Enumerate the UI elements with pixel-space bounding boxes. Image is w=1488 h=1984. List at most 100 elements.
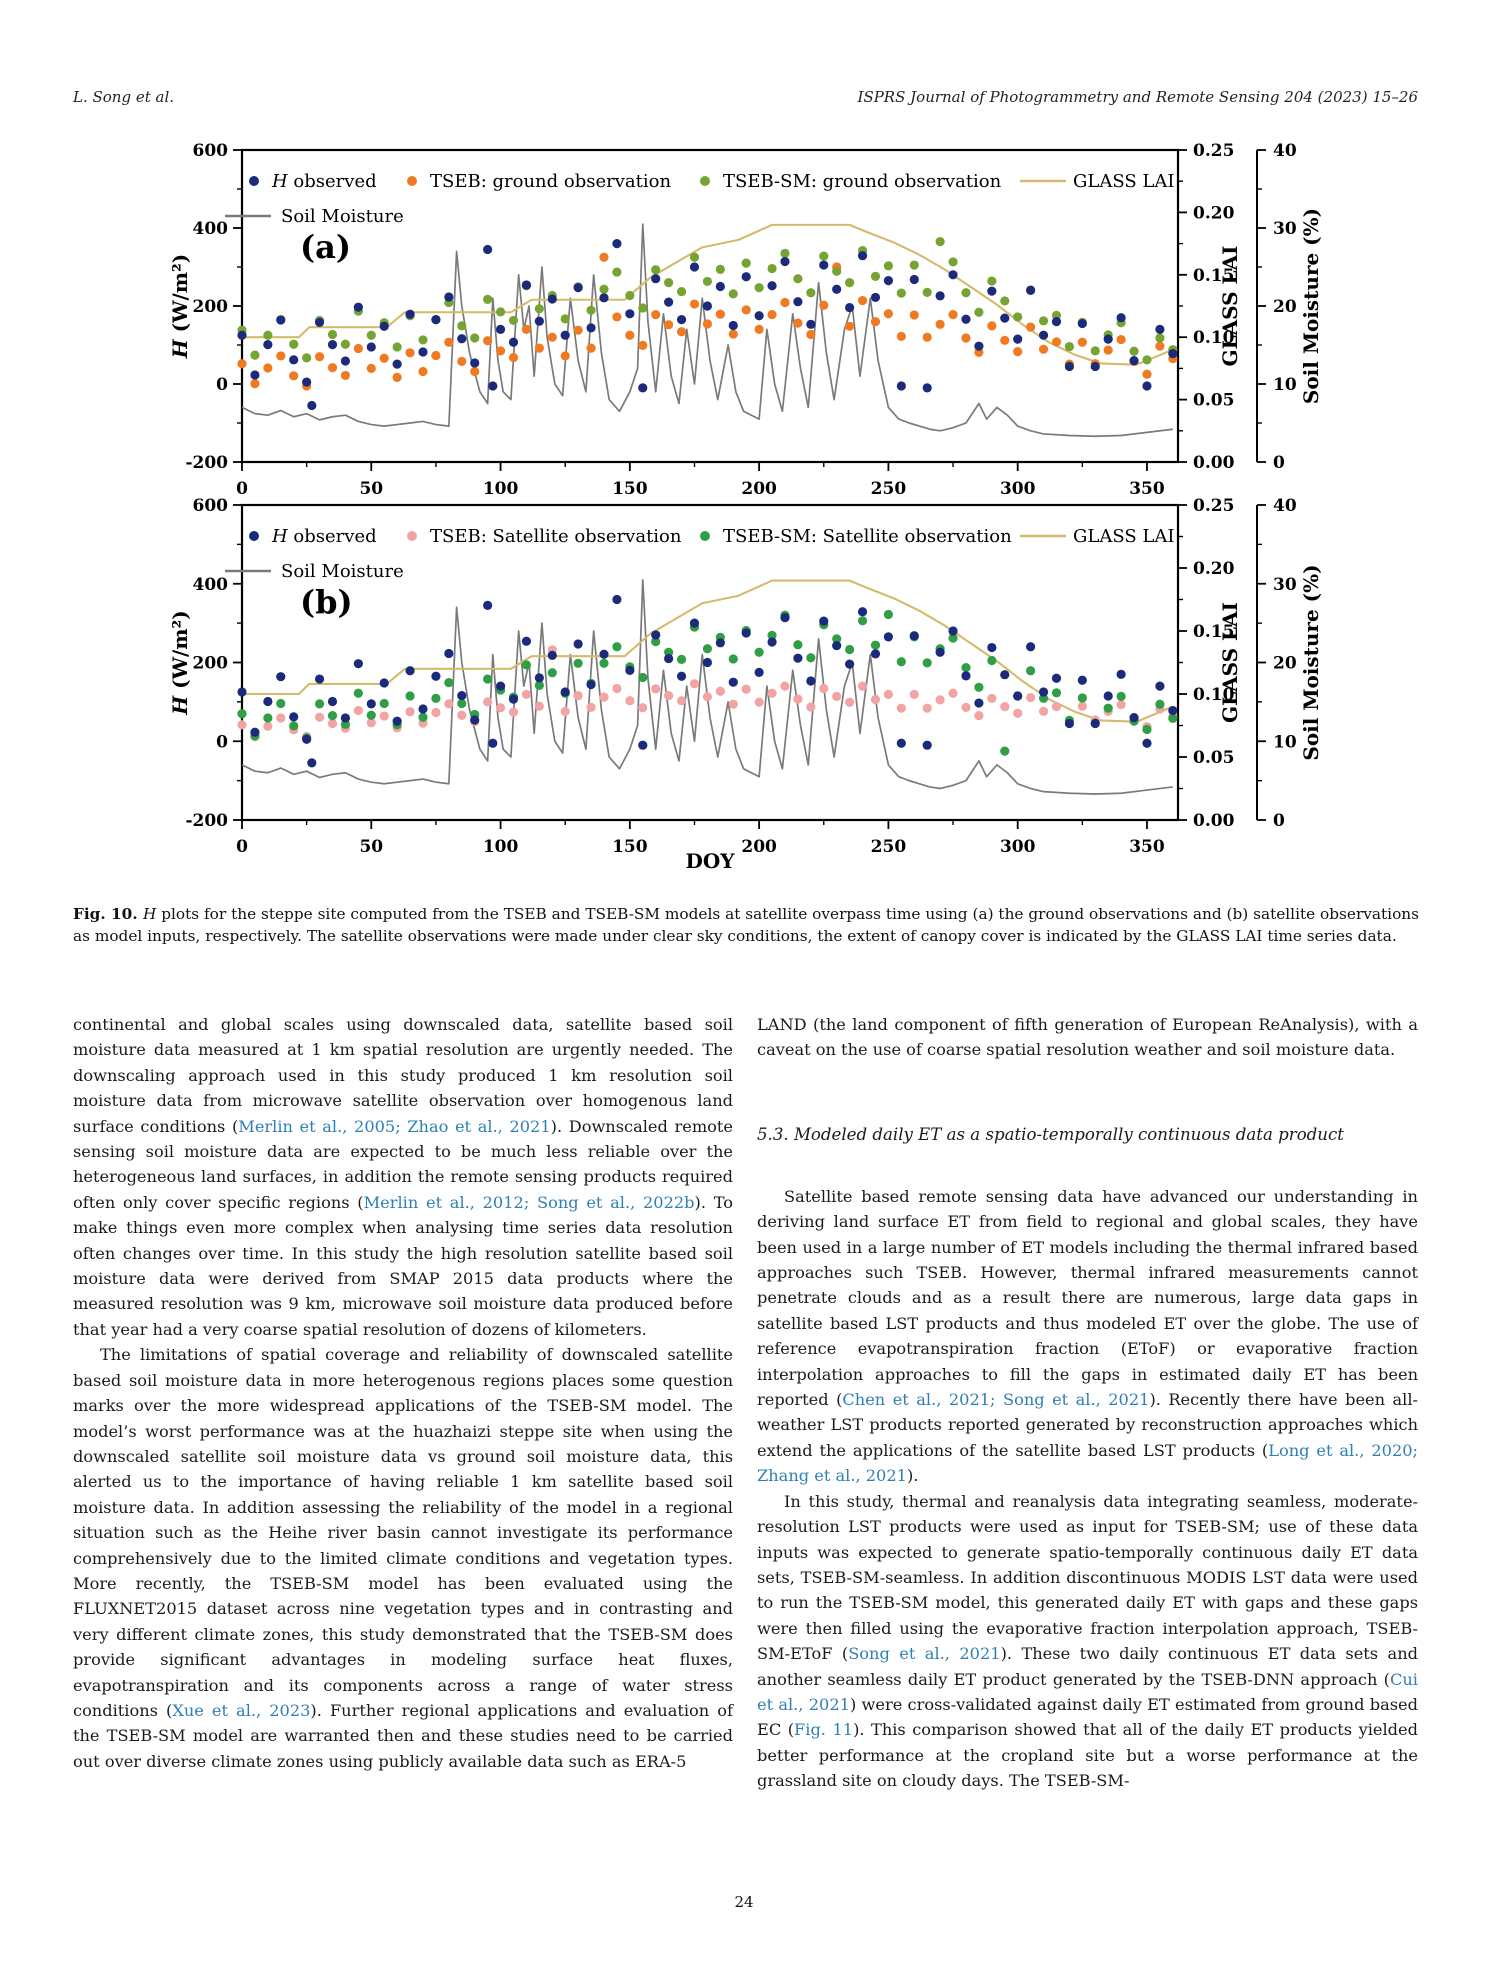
svg-text:150: 150 — [612, 479, 648, 499]
svg-text:0.15: 0.15 — [1193, 622, 1234, 642]
citation-link[interactable]: Merlin et al., 2012; Song et al., 2022b — [363, 1192, 695, 1212]
svg-text:GLASS LAI: GLASS LAI — [1073, 526, 1174, 547]
svg-text:20: 20 — [1273, 654, 1297, 674]
svg-text:20: 20 — [1273, 297, 1297, 317]
svg-text:300: 300 — [1000, 837, 1036, 857]
svg-text:-200: -200 — [185, 453, 228, 473]
svg-text:0.20: 0.20 — [1193, 203, 1235, 223]
svg-text:40: 40 — [1273, 141, 1297, 161]
svg-text:0: 0 — [236, 479, 248, 499]
text-run: ). Recently there have been all-weather … — [757, 1390, 1418, 1460]
svg-text:0.25: 0.25 — [1193, 141, 1234, 161]
panel-tag: (a) — [300, 228, 351, 266]
citation-link[interactable]: Merlin et al., 2005; Zhao et al., 2021 — [238, 1116, 551, 1136]
body-paragraph: Satellite based remote sensing data have… — [757, 1184, 1418, 1489]
text-run: ). — [906, 1466, 919, 1486]
svg-text:400: 400 — [193, 219, 229, 239]
svg-text:TSEB-SM: Satellite observation: TSEB-SM: Satellite observation — [723, 526, 1012, 547]
svg-text:200: 200 — [741, 479, 777, 499]
svg-text:TSEB: Satellite observation: TSEB: Satellite observation — [430, 526, 682, 547]
header-journal-title: ISPRS Journal of Photogrammetry and Remo… — [857, 88, 1418, 106]
body-column-left: continental and global scales using down… — [73, 1012, 733, 1774]
svg-text:50: 50 — [359, 479, 383, 499]
svg-text:0.25: 0.25 — [1193, 496, 1234, 516]
x-axis-title: DOY — [685, 849, 735, 873]
svg-text:100: 100 — [483, 837, 519, 857]
figure-caption: Fig. 10. H plots for the steppe site com… — [73, 903, 1419, 947]
text-run: In this study, thermal and reanalysis da… — [757, 1491, 1418, 1664]
svg-text:150: 150 — [612, 837, 648, 857]
svg-text:50: 50 — [359, 837, 383, 857]
body-paragraph: The limitations of spatial coverage and … — [73, 1342, 733, 1774]
text-run: Satellite based remote sensing data have… — [757, 1186, 1418, 1410]
svg-text:0: 0 — [1273, 811, 1285, 831]
text-run: plots for the steppe site computed from … — [73, 905, 1419, 945]
svg-text:250: 250 — [871, 837, 907, 857]
svg-text:0: 0 — [1273, 453, 1285, 473]
svg-text:0: 0 — [236, 837, 248, 857]
citation-link[interactable]: Song et al., 2021 — [848, 1644, 1001, 1664]
svg-text:40: 40 — [1273, 496, 1297, 516]
text-run: Fig. 10. — [73, 905, 143, 923]
body-paragraph: continental and global scales using down… — [73, 1012, 733, 1342]
svg-text:0.10: 0.10 — [1193, 685, 1235, 705]
panel-tag: (b) — [300, 583, 353, 621]
text-run: ). These two daily continuous ET data se… — [757, 1644, 1418, 1689]
text-run: H — [143, 905, 157, 923]
svg-text:30: 30 — [1273, 575, 1297, 595]
text-run: ). This comparison showed that all of th… — [757, 1720, 1418, 1791]
lai-axis-title: GLASS LAI — [1218, 245, 1242, 366]
svg-text:200: 200 — [193, 654, 229, 674]
svg-text:Soil Moisture: Soil Moisture — [281, 561, 404, 582]
svg-text:0.00: 0.00 — [1193, 453, 1235, 473]
citation-link[interactable]: Long et al., 2020; Zhang et al., 2021 — [757, 1440, 1419, 1486]
h-axis-title: H (W/m²) — [168, 254, 192, 359]
svg-text:0.05: 0.05 — [1193, 391, 1234, 411]
svg-text:400: 400 — [193, 575, 229, 595]
citation-link[interactable]: Fig. 11 — [794, 1720, 854, 1740]
text-run: LAND (the land component of fifth genera… — [757, 1015, 1418, 1060]
citation-link[interactable]: Cui et al., 2021 — [757, 1669, 1418, 1714]
svg-text:200: 200 — [741, 837, 777, 857]
svg-text:100: 100 — [483, 479, 519, 499]
svg-text:600: 600 — [193, 496, 229, 516]
citation-link[interactable]: Chen et al., 2021; Song et al., 2021 — [842, 1390, 1150, 1410]
text-run: ). To make things even more complex when… — [73, 1192, 733, 1339]
svg-text:TSEB-SM: ground observation: TSEB-SM: ground observation — [723, 171, 1002, 192]
body-paragraph: LAND (the land component of fifth genera… — [757, 1012, 1418, 1063]
svg-text:GLASS LAI: GLASS LAI — [1073, 171, 1174, 192]
svg-text:30: 30 — [1273, 219, 1297, 239]
page-number: 24 — [734, 1893, 754, 1911]
section-heading: 5.3. Modeled daily ET as a spatio-tempor… — [757, 1124, 1344, 1144]
svg-text:350: 350 — [1129, 479, 1165, 499]
svg-text:H observed: H observed — [271, 171, 377, 192]
text-run: continental and global scales using down… — [73, 1015, 733, 1136]
text-run: ). Downscaled remote sensing soil moistu… — [73, 1116, 733, 1212]
svg-text:600: 600 — [193, 141, 229, 161]
citation-link[interactable]: Xue et al., 2023 — [172, 1700, 311, 1720]
text-run: ). Further regional applications and eva… — [73, 1700, 733, 1771]
lai-axis-title: GLASS LAI — [1218, 602, 1242, 723]
sm-axis-title: Soil Moisture (%) — [1299, 208, 1323, 404]
body-paragraph: In this study, thermal and reanalysis da… — [757, 1489, 1418, 1794]
svg-text:300: 300 — [1000, 479, 1036, 499]
text-run: ) were cross-validated against daily ET … — [757, 1694, 1418, 1740]
svg-text:0.00: 0.00 — [1193, 811, 1235, 831]
svg-text:250: 250 — [871, 479, 907, 499]
svg-text:350: 350 — [1129, 837, 1165, 857]
svg-text:0: 0 — [216, 732, 228, 752]
svg-text:0.20: 0.20 — [1193, 559, 1235, 579]
svg-text:0.15: 0.15 — [1193, 266, 1234, 286]
text-run: The limitations of spatial coverage and … — [73, 1345, 733, 1720]
sm-axis-title: Soil Moisture (%) — [1299, 564, 1323, 760]
svg-text:200: 200 — [193, 297, 229, 317]
svg-text:0.05: 0.05 — [1193, 748, 1234, 768]
svg-text:0.10: 0.10 — [1193, 328, 1235, 348]
h-axis-title: H (W/m²) — [168, 610, 192, 715]
body-column-right: LAND (the land component of fifth genera… — [757, 1012, 1418, 1794]
svg-text:0: 0 — [216, 375, 228, 395]
